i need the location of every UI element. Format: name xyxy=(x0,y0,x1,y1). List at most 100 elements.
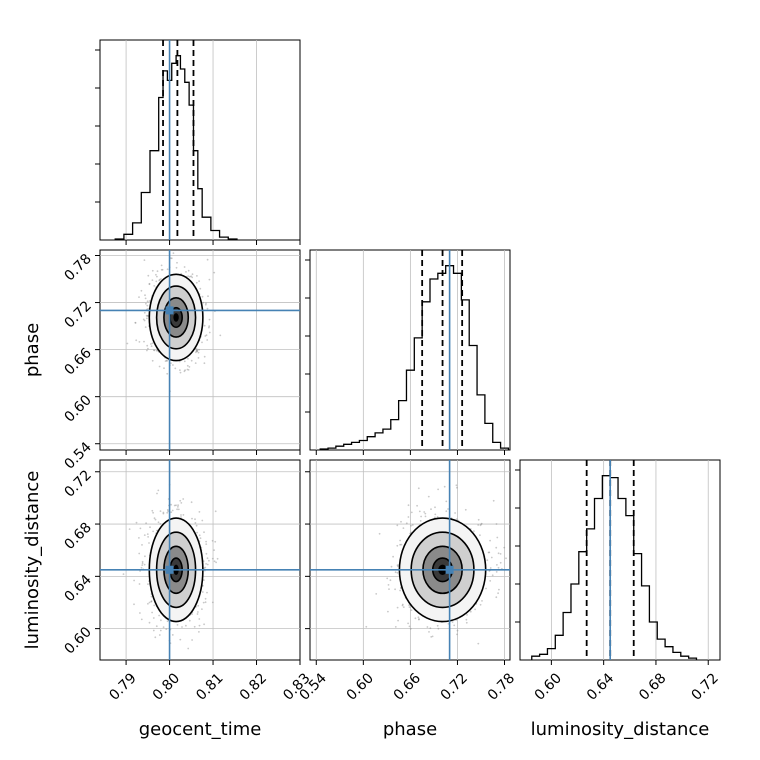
sample-point xyxy=(153,349,155,352)
sample-point xyxy=(182,498,185,500)
sample-point xyxy=(198,534,201,537)
sample-point xyxy=(400,520,402,523)
y-tick-label: 0.64 xyxy=(61,572,94,605)
sample-point xyxy=(434,513,437,516)
sample-point xyxy=(195,281,198,284)
sample-point xyxy=(204,303,207,306)
sample-point xyxy=(205,563,208,565)
sample-point xyxy=(201,341,203,344)
panel-content xyxy=(100,460,300,660)
sample-point xyxy=(145,314,148,317)
sample-point xyxy=(176,261,178,264)
sample-point xyxy=(152,511,155,514)
sample-point xyxy=(396,571,399,574)
sample-point xyxy=(407,504,410,507)
sample-point xyxy=(159,629,162,632)
sample-point xyxy=(499,561,502,564)
sample-point xyxy=(416,504,418,507)
truth-marker xyxy=(445,565,454,574)
panel-phase-vs-luminosity_distance: 0.54 0.60 0.66 0.72 0.78 xyxy=(297,459,518,704)
sample-point xyxy=(164,360,167,362)
sample-point xyxy=(153,604,156,607)
sample-point xyxy=(158,279,161,282)
sample-point xyxy=(486,559,489,562)
sample-point xyxy=(437,488,439,491)
x-tick-label: 0.68 xyxy=(636,670,669,703)
sample-point xyxy=(208,331,211,334)
sample-point xyxy=(197,604,200,607)
sample-point xyxy=(172,364,174,366)
sample-point xyxy=(180,516,182,518)
sample-point xyxy=(143,319,146,322)
x-tick-label: 0.81 xyxy=(193,670,226,703)
sample-point xyxy=(419,520,422,522)
sample-point xyxy=(473,530,475,532)
sample-point xyxy=(465,621,468,624)
sample-point xyxy=(424,512,427,515)
sample-point xyxy=(177,508,180,511)
sample-point xyxy=(375,593,378,595)
sample-point xyxy=(146,315,149,317)
sample-point xyxy=(196,348,199,351)
sample-point xyxy=(160,268,163,271)
x-tick-label: 0.60 xyxy=(344,670,377,703)
sample-point xyxy=(191,639,194,641)
sample-point xyxy=(194,522,197,524)
sample-point xyxy=(156,270,159,273)
sample-point xyxy=(397,665,399,667)
sample-point xyxy=(147,307,150,310)
y-tick-label: 0.66 xyxy=(61,345,94,378)
sample-point xyxy=(179,369,181,371)
sample-point xyxy=(147,583,149,585)
sample-point xyxy=(417,487,420,490)
sample-point xyxy=(397,565,399,568)
sample-point xyxy=(146,349,148,352)
histogram-luminosity_distance xyxy=(531,475,698,660)
sample-point xyxy=(431,635,434,638)
sample-point xyxy=(203,531,205,534)
sample-point xyxy=(396,544,399,547)
sample-point xyxy=(152,617,155,619)
sample-point xyxy=(414,617,417,620)
sample-point xyxy=(420,515,422,518)
sample-point xyxy=(186,364,189,367)
sample-point xyxy=(126,342,129,345)
sample-point xyxy=(148,601,151,604)
sample-point xyxy=(170,503,173,506)
sample-point xyxy=(150,600,153,603)
sample-point xyxy=(214,540,217,543)
sample-point xyxy=(140,618,143,621)
sample-point xyxy=(206,591,208,594)
panel-geocent_time-vs-phase: 0.54 0.60 0.66 0.72 0.78 xyxy=(61,249,301,473)
truth-marker xyxy=(165,306,174,315)
sample-point xyxy=(151,509,154,512)
sample-point xyxy=(206,307,209,310)
sample-point xyxy=(147,274,150,277)
sample-point xyxy=(143,259,146,261)
sample-point xyxy=(140,566,143,569)
sample-point xyxy=(151,359,154,362)
sample-point xyxy=(138,552,141,555)
sample-point xyxy=(159,523,162,525)
sample-point xyxy=(147,347,149,350)
sample-point xyxy=(423,511,426,513)
y-tick-label: 0.60 xyxy=(61,392,94,425)
sample-point xyxy=(194,362,197,364)
sample-point xyxy=(151,611,154,614)
sample-point xyxy=(488,551,491,554)
sample-point xyxy=(190,359,193,362)
sample-point xyxy=(177,506,179,508)
sample-point xyxy=(165,628,168,630)
sample-point xyxy=(464,508,467,511)
sample-point xyxy=(197,351,200,354)
sample-point xyxy=(418,618,420,620)
sample-point xyxy=(148,283,151,286)
sample-point xyxy=(392,555,394,558)
sample-point xyxy=(203,567,206,569)
sample-point xyxy=(166,511,169,514)
sample-point xyxy=(179,638,182,641)
sample-point xyxy=(198,511,201,513)
sample-point xyxy=(386,577,389,580)
sample-point xyxy=(141,544,143,546)
sample-point xyxy=(183,370,186,373)
